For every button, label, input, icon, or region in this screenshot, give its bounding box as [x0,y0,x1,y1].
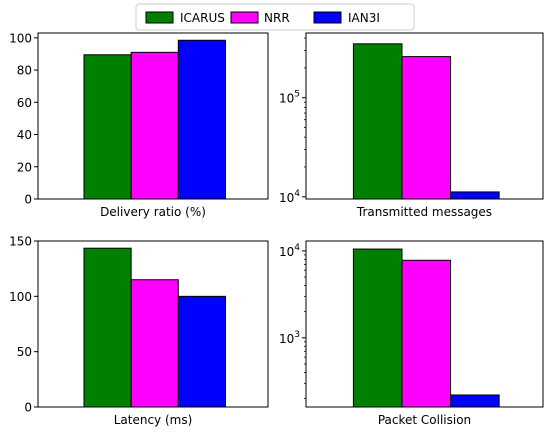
y-tick-label: 50 [17,345,32,359]
y-tick-label: 104 [279,243,300,259]
axes-frame [305,240,544,408]
x-axis-label: Latency (ms) [114,413,193,427]
legend-label-icarus: ICARUS [180,11,225,25]
axes-frame [37,32,269,200]
legend-swatch-icarus [145,11,174,24]
bar-icarus [83,247,132,408]
y-tick-label: 20 [17,160,32,174]
y-tick-label: 80 [17,64,32,78]
y-tick-label: 60 [17,96,32,110]
bar-icarus [352,43,403,200]
y-tick-label: 100 [9,290,32,304]
y-tick-label: 100 [9,31,32,45]
legend-label-nrr: NRR [264,11,290,25]
bar-nrr [130,51,179,200]
y-tick-label: 104 [279,189,300,205]
x-axis-label: Delivery ratio (%) [100,205,206,219]
bar-ian3i [450,394,500,408]
bar-icarus [83,54,132,200]
y-tick-label: 40 [17,128,32,142]
y-tick-label: 0 [24,193,32,207]
panel-3: 0 50 100 150 Latency (ms) [9,235,269,427]
y-tick-label: 150 [9,235,32,249]
bar-icarus [352,248,403,408]
bar-ian3i [177,39,226,200]
bar-nrr [401,259,452,408]
bar-ian3i [177,295,226,408]
y-tick-label: 0 [24,401,32,415]
y-tick-label: 105 [279,90,300,106]
bar-ian3i [450,191,500,200]
legend-label-ian3i: IAN3I [348,11,380,25]
bar-nrr [401,56,452,200]
x-axis-label: Transmitted messages [356,205,492,219]
legend: ICARUS NRR IAN3I [135,3,415,31]
panel-2: 104 105 Transmitted messages [279,32,544,219]
panel-4: 103 104 Packet Collision [279,240,544,427]
y-tick-label: 103 [279,330,300,346]
axes-frame [305,32,544,200]
legend-swatch-ian3i [313,11,342,24]
bar-nrr [130,279,179,408]
x-axis-label: Packet Collision [378,413,471,427]
panel-1: 0 20 40 60 80 100 Delivery ratio (%) [9,31,269,219]
legend-frame [135,3,415,31]
axes-frame [37,240,269,408]
legend-swatch-nrr [230,11,259,24]
